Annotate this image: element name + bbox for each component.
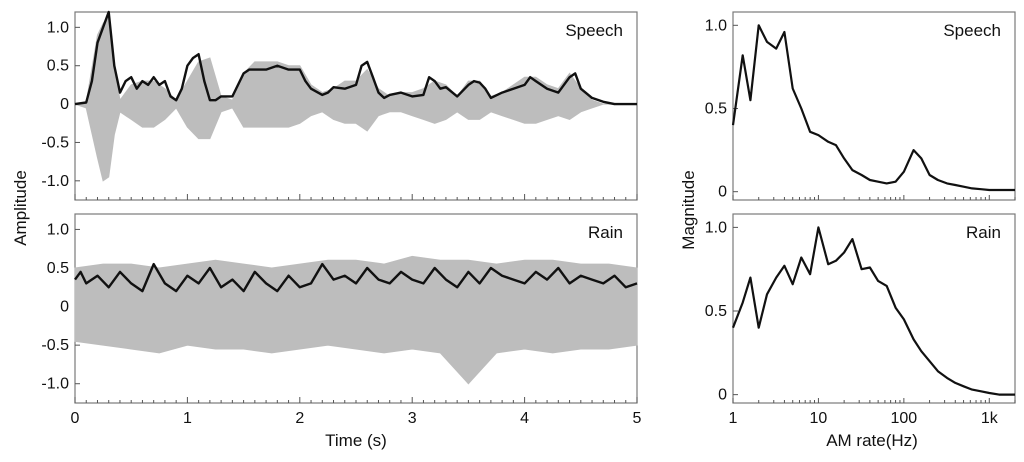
time-axis-title: Time (s) xyxy=(325,431,387,450)
y-tick-label: 0.5 xyxy=(47,58,69,75)
x-tick-label: 1 xyxy=(729,410,738,427)
y-tick-label: 1.0 xyxy=(705,219,727,236)
y-tick-label: -0.5 xyxy=(41,337,69,354)
waveform-area xyxy=(74,14,637,182)
panel-label: Rain xyxy=(588,223,623,242)
panel-label: Speech xyxy=(565,21,623,40)
waveform-area xyxy=(74,255,638,385)
y-tick-label: 1.0 xyxy=(705,17,727,34)
y-tick-label: 0.5 xyxy=(705,303,727,320)
x-tick-label: 5 xyxy=(633,410,642,427)
magnitude-axis-title: Magnitude xyxy=(679,170,698,249)
x-tick-label: 2 xyxy=(295,410,304,427)
y-tick-label: 1.0 xyxy=(47,221,69,238)
rain-magnitude-panel: 1.0 0.5 01 10 100 1k Rain xyxy=(705,213,1016,427)
y-tick-label: 0.5 xyxy=(705,100,727,117)
y-tick-label: 0 xyxy=(718,387,727,404)
y-tick-label: 0 xyxy=(718,184,727,201)
plot-frame xyxy=(732,11,1016,201)
x-tick-label: 0 xyxy=(71,410,80,427)
plot-frame xyxy=(732,213,1016,404)
y-tick-label: -0.5 xyxy=(41,134,69,151)
y-tick-label: 0 xyxy=(60,299,69,316)
y-tick-label: 0.5 xyxy=(47,260,69,277)
y-tick-label: 0 xyxy=(60,96,69,113)
x-tick-label: 3 xyxy=(408,410,417,427)
amplitude-axis-title: Amplitude xyxy=(11,170,30,246)
speech-amplitude-panel: 1.0 0.5 0 -0.5 -1.0 Speech xyxy=(41,10,638,201)
x-tick-label: 1k xyxy=(981,410,999,427)
panel-label: Rain xyxy=(966,223,1001,242)
x-tick-label: 4 xyxy=(520,410,529,427)
panel-label: Speech xyxy=(943,21,1001,40)
y-tick-label: 1.0 xyxy=(47,19,69,36)
y-tick-label: -1.0 xyxy=(41,376,69,393)
x-tick-label: 10 xyxy=(810,410,828,427)
am-rate-axis-title: AM rate(Hz) xyxy=(826,431,918,450)
envelope-line xyxy=(74,10,637,106)
envelope-line xyxy=(74,262,638,293)
spectrum-line xyxy=(731,226,1015,396)
x-tick-label: 1 xyxy=(183,410,192,427)
y-tick-label: -1.0 xyxy=(41,173,69,190)
x-tick-label: 100 xyxy=(891,410,918,427)
speech-magnitude-panel: 1.0 0.5 0 Speech xyxy=(705,11,1016,201)
spectrum-line xyxy=(731,24,1015,192)
